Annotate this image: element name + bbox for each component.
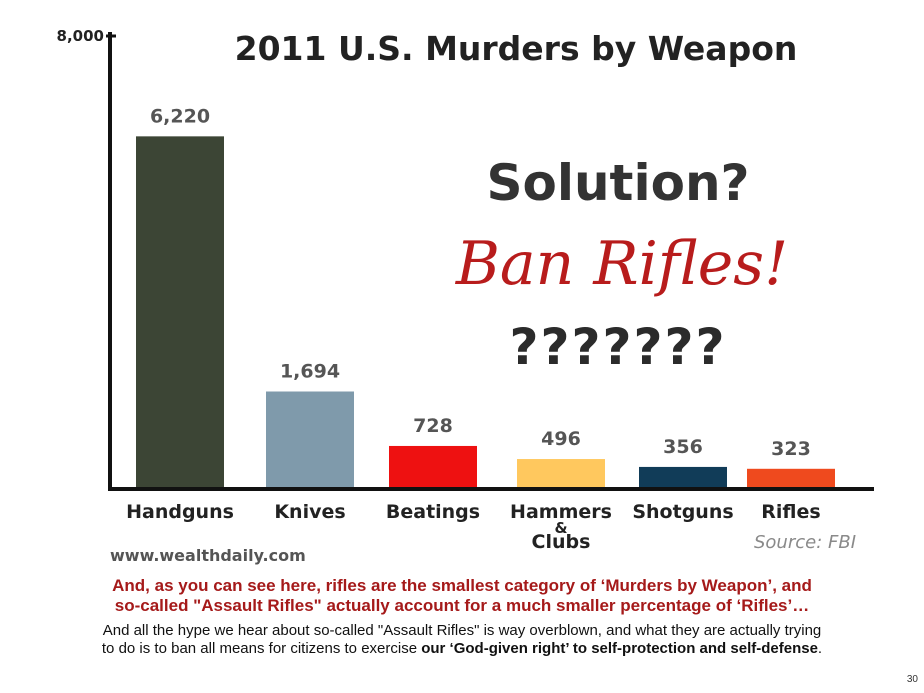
value-label: 323	[771, 438, 811, 460]
solution-text: Solution?	[486, 154, 749, 212]
caption-black-line-2-start: to do is to ban all means for citizens t…	[101, 640, 422, 657]
source-label: Source: FBI	[754, 532, 856, 553]
value-label: 356	[663, 436, 703, 458]
category-label: Beatings	[386, 501, 480, 523]
question-marks-text: ???????	[509, 318, 726, 376]
category-label: Shotguns	[632, 501, 733, 523]
caption-black-line-1: And all the hype we hear about so-called…	[102, 622, 822, 639]
caption-black-line-2-bold: our ‘God-given right’ to self-protection…	[421, 640, 818, 657]
category-label: Handguns	[126, 501, 234, 523]
bar-rifles	[747, 468, 835, 487]
bar-knives	[266, 391, 354, 487]
bar-hammers-clubs	[517, 459, 605, 487]
page-number: 30	[906, 674, 918, 685]
category-label: Rifles	[761, 501, 820, 523]
bars-group	[136, 136, 835, 487]
caption-black-line-2: to do is to ban all means for citizens t…	[20, 640, 904, 658]
bar-chart: 2011 U.S. Murders by Weapon 8,000 6,220 1…	[57, 27, 874, 565]
value-label: 496	[541, 428, 581, 450]
category-label: Knives	[274, 501, 345, 523]
category-label: Hammers & Clubs	[510, 501, 612, 553]
caption-black: And all the hype we hear about so-called…	[20, 622, 904, 658]
value-label: 728	[413, 415, 453, 437]
bar-shotguns	[639, 466, 727, 487]
website-label: www.wealthdaily.com	[110, 546, 306, 565]
caption-red: And, as you can see here, rifles are the…	[20, 576, 904, 616]
chart-title: 2011 U.S. Murders by Weapon	[235, 29, 798, 68]
bar-beatings	[389, 445, 477, 487]
ban-rifles-text: Ban Rifles!	[455, 229, 788, 299]
caption-red-line-1: And, as you can see here, rifles are the…	[112, 576, 812, 595]
caption-black-line-2-end: .	[817, 640, 823, 657]
value-labels-group: 6,220 1,694 728 496 356 323	[150, 105, 811, 459]
value-label: 1,694	[280, 361, 340, 383]
value-label: 6,220	[150, 105, 210, 127]
caption-red-line-2: so-called "Assault Rifles" actually acco…	[114, 596, 810, 615]
bar-handguns	[136, 136, 224, 487]
category-labels-group: Handguns Knives Beatings Hammers & Clubs Shotg…	[126, 501, 821, 553]
y-tick-label: 8,000	[57, 27, 104, 45]
